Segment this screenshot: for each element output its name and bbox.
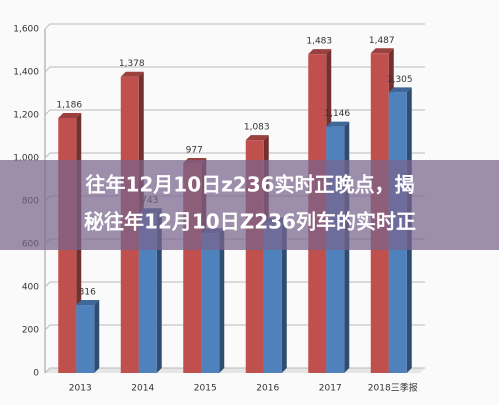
floor — [45, 368, 425, 373]
bar — [201, 233, 220, 373]
bar-top — [245, 135, 269, 141]
y-tick-label: 1,200 — [13, 111, 39, 121]
y-tick-label: 1,000 — [13, 154, 39, 164]
bar-top — [370, 48, 394, 54]
x-tick-label: 2017 — [319, 384, 342, 394]
bar — [138, 213, 157, 373]
grid-line — [44, 152, 425, 159]
grid-line — [44, 66, 425, 73]
x-tick-label: 2015 — [194, 384, 217, 394]
value-label: 1,083 — [244, 123, 270, 133]
bar-top — [58, 113, 82, 119]
value-label: 977 — [186, 145, 203, 155]
x-tick-label: 2016 — [256, 384, 279, 394]
value-label: 1,146 — [324, 109, 350, 119]
bar-side — [94, 300, 100, 373]
y-tick-label: 0 — [33, 369, 39, 379]
bar-top — [308, 49, 332, 55]
value-label: 316 — [79, 288, 96, 298]
bar-side — [219, 228, 225, 373]
chart-title: 秘往年12月10日Z236列车的实时正 — [84, 210, 416, 234]
y-tick-label: 400 — [22, 283, 39, 293]
x-tick-label: 2013 — [69, 384, 92, 394]
bar-top — [76, 300, 100, 306]
x-tick-label: 2014 — [131, 384, 154, 394]
grid-line — [44, 324, 425, 331]
chart-title: 往年12月10日z236实时正晚点，揭 — [85, 173, 414, 197]
y-tick-label: 1,400 — [13, 68, 39, 78]
bar-top — [326, 121, 350, 127]
y-tick-label: 200 — [22, 326, 39, 336]
grid-line — [44, 109, 425, 116]
grid-line — [44, 23, 425, 30]
value-label: 1,483 — [306, 37, 332, 47]
bar-top — [120, 71, 144, 77]
bar-top — [388, 87, 412, 93]
value-label: 1,186 — [56, 101, 82, 111]
grid-line — [44, 367, 425, 374]
bar — [263, 222, 282, 373]
value-label: 1,487 — [369, 36, 395, 46]
x-tick-label: 2018三季报 — [368, 382, 418, 394]
bar-side — [281, 217, 287, 373]
y-tick-label: 1,600 — [13, 25, 39, 35]
bar — [76, 305, 95, 373]
title-banner — [0, 160, 499, 250]
grid-line — [44, 281, 425, 288]
value-label: 1,378 — [119, 59, 145, 69]
value-label: 1,305 — [387, 75, 413, 85]
